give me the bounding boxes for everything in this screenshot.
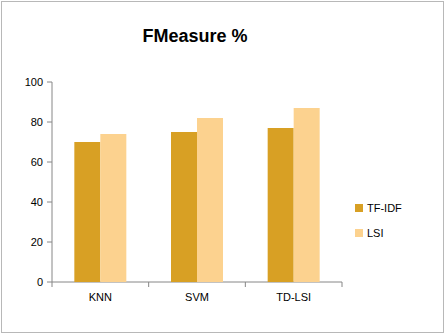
legend-label: TF-IDF xyxy=(367,202,402,214)
y-tick-label: 60 xyxy=(31,156,43,168)
x-tick xyxy=(245,282,246,287)
y-tick xyxy=(47,162,52,163)
y-tick-label: 0 xyxy=(37,276,43,288)
y-tick-label: 20 xyxy=(31,236,43,248)
y-tick xyxy=(47,202,52,203)
y-tick-label: 40 xyxy=(31,196,43,208)
x-tick-label: TD-LSI xyxy=(276,291,311,303)
chart-wrap: FMeasure % 0 20 40 60 80 100 KNN SVM TD-LSI TF-IDF… xyxy=(0,0,445,334)
x-tick-label: SVM xyxy=(185,291,209,303)
bar xyxy=(100,134,126,282)
bar xyxy=(171,132,197,282)
x-tick-label: KNN xyxy=(89,291,112,303)
bar xyxy=(268,128,294,282)
x-tick xyxy=(342,282,343,287)
x-tick xyxy=(148,282,149,287)
legend-swatch xyxy=(355,204,363,212)
chart-frame xyxy=(2,2,444,333)
x-tick xyxy=(52,282,53,287)
legend-label: LSI xyxy=(367,227,384,239)
y-tick-label: 80 xyxy=(31,116,43,128)
bar xyxy=(74,142,100,282)
chart: FMeasure % 0 20 40 60 80 100 KNN SVM TD-LSI TF-IDF… xyxy=(0,0,445,334)
y-tick xyxy=(47,282,52,283)
y-tick xyxy=(47,122,52,123)
bars xyxy=(74,108,319,282)
y-tick xyxy=(47,242,52,243)
y-tick xyxy=(47,82,52,83)
legend-swatch xyxy=(355,229,363,237)
title: FMeasure % xyxy=(142,26,247,46)
bar xyxy=(197,118,223,282)
y-tick-label: 100 xyxy=(25,76,43,88)
bar xyxy=(294,108,320,282)
y-axis xyxy=(52,82,53,282)
